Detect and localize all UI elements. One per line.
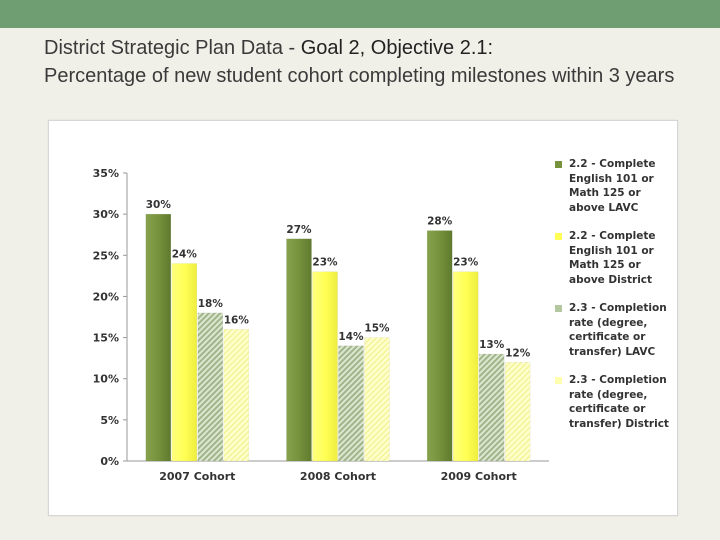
- top-band: [0, 0, 720, 28]
- x-category-label: 2008 Cohort: [300, 470, 376, 483]
- legend: 2.2 - Complete English 101 or Math 125 o…: [555, 157, 673, 445]
- bar-data-label: 14%: [338, 331, 364, 343]
- legend-item-4: 2.3 - Completion rate (degree, certifica…: [555, 373, 673, 431]
- legend-swatch: [555, 233, 562, 240]
- legend-item-2: 2.2 - Complete English 101 or Math 125 o…: [555, 229, 673, 287]
- bar-series-4: [223, 329, 250, 462]
- legend-item-1: 2.2 - Complete English 101 or Math 125 o…: [555, 157, 673, 215]
- bar-chart: 0% 5% 10% 15% 20% 25% 30% 35% 2007 Cohort 30% 24%…: [93, 167, 549, 483]
- bar-series-4: [364, 337, 390, 462]
- title-subtitle: Percentage of new student cohort complet…: [44, 65, 675, 87]
- bar-series-1: [426, 230, 453, 462]
- y-tick-label: 15%: [93, 332, 119, 345]
- bar-data-label: 18%: [198, 298, 224, 310]
- bar-series-3: [338, 345, 364, 462]
- legend-label: 2.3 - Completion rate (degree, certifica…: [569, 374, 669, 430]
- y-tick-label: 35%: [93, 167, 119, 180]
- bar-data-label: 30%: [146, 199, 172, 211]
- bar-series-1: [286, 238, 312, 462]
- y-tick-label: 0%: [100, 455, 119, 468]
- title-plain: District Strategic Plan Data -: [44, 37, 301, 59]
- bar-data-label: 23%: [312, 257, 338, 269]
- bar-series-1: [145, 213, 172, 462]
- y-tick-label: 25%: [93, 249, 119, 262]
- title-strong: Goal 2, Objective 2.1:: [300, 37, 494, 59]
- bar-series-3: [197, 312, 224, 462]
- bar-series-2: [452, 271, 479, 462]
- x-category-label: 2007 Cohort: [159, 470, 235, 483]
- legend-swatch: [555, 161, 562, 168]
- legend-item-3: 2.3 - Completion rate (degree, certifica…: [555, 301, 673, 359]
- bar-data-label: 16%: [224, 314, 250, 326]
- legend-swatch: [555, 305, 562, 312]
- bar-data-label: 13%: [479, 339, 505, 351]
- bar-data-label: 12%: [505, 347, 531, 359]
- bar-data-label: 23%: [453, 257, 479, 269]
- y-tick-label: 5%: [100, 414, 119, 427]
- bar-series-4: [504, 362, 531, 462]
- y-tick-label: 20%: [93, 290, 119, 303]
- y-tick-label: 10%: [93, 373, 119, 386]
- bar-series-3: [478, 353, 505, 462]
- y-tick-label: 30%: [93, 208, 119, 221]
- bar-data-label: 15%: [364, 323, 390, 335]
- bar-data-label: 28%: [427, 216, 453, 228]
- legend-swatch: [555, 377, 562, 384]
- slide-title: District Strategic Plan Data - Goal 2, O…: [44, 34, 704, 90]
- legend-label: 2.3 - Completion rate (degree, certifica…: [569, 302, 667, 358]
- bar-data-label: 27%: [286, 224, 312, 236]
- x-category-label: 2009 Cohort: [441, 470, 517, 483]
- legend-label: 2.2 - Complete English 101 or Math 125 o…: [569, 230, 656, 286]
- bar-series-2: [171, 263, 198, 462]
- bar-data-label: 24%: [172, 249, 198, 261]
- bar-series-2: [312, 271, 338, 462]
- legend-label: 2.2 - Complete English 101 or Math 125 o…: [569, 158, 656, 214]
- chart-container: 0% 5% 10% 15% 20% 25% 30% 35% 2007 Cohort 30% 24%…: [48, 120, 678, 516]
